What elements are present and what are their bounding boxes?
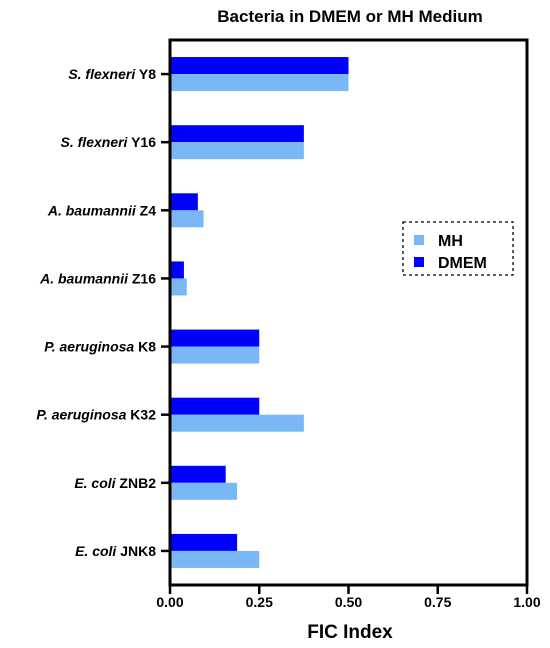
bar-dmem [170, 261, 184, 279]
bar-mh [170, 414, 304, 432]
category-strain: Y8 [135, 66, 156, 82]
bar-dmem [170, 193, 198, 211]
category-strain: K32 [126, 407, 156, 423]
bar-mh [170, 346, 260, 364]
legend-label-dmem: DMEM [438, 255, 487, 272]
chart-title: Bacteria in DMEM or MH Medium [217, 7, 482, 26]
category-species: S. flexneri [68, 66, 136, 82]
bar-mh [170, 74, 349, 92]
bar-mh [170, 210, 204, 228]
bar-mh [170, 278, 187, 296]
category-label: E. coli ZNB2 [74, 475, 156, 491]
category-strain: K8 [134, 339, 156, 355]
bar-dmem [170, 57, 349, 75]
category-species: P. aeruginosa [44, 339, 134, 355]
category-strain: Y16 [127, 134, 156, 150]
bar-dmem [170, 125, 304, 143]
category-label: A. baumannii Z16 [39, 270, 156, 286]
x-axis-label: FIC Index [307, 622, 393, 643]
category-label: P. aeruginosa K32 [36, 407, 156, 423]
category-label: E. coli JNK8 [75, 543, 156, 559]
category-species: E. coli [74, 475, 116, 491]
x-axis: 0.00 0.25 0.50 0.75 1.00 [156, 585, 541, 610]
category-label: P. aeruginosa K8 [44, 339, 156, 355]
category-strain: ZNB2 [116, 475, 157, 491]
legend-label-mh: MH [438, 233, 463, 250]
bar-mh [170, 142, 304, 160]
category-species: E. coli [75, 543, 117, 559]
bar-dmem [170, 329, 260, 347]
category-strain: JNK8 [116, 543, 156, 559]
category-strain: Z16 [128, 270, 156, 286]
bar-mh [170, 482, 238, 500]
plot-area [170, 57, 349, 568]
category-label: A. baumannii Z4 [47, 202, 156, 218]
category-species: P. aeruginosa [36, 407, 126, 423]
legend-swatch-dmem [414, 257, 424, 267]
plot-frame [168, 38, 529, 587]
category-strain: Z4 [136, 202, 156, 218]
x-tick-label: 0.50 [335, 594, 362, 610]
x-tick-label: 0.75 [424, 594, 451, 610]
category-species: A. baumannii [39, 270, 129, 286]
x-tick-label: 0.25 [246, 594, 273, 610]
category-label: S. flexneri Y16 [61, 134, 157, 150]
x-tick-label: 1.00 [513, 594, 540, 610]
bar-dmem [170, 465, 226, 483]
legend-swatch-mh [414, 235, 424, 245]
bar-mh [170, 550, 260, 568]
x-tick-label: 0.00 [156, 594, 183, 610]
bar-dmem [170, 533, 238, 551]
category-species: A. baumannii [47, 202, 137, 218]
category-label: S. flexneri Y8 [68, 66, 156, 82]
category-species: S. flexneri [61, 134, 129, 150]
bar-dmem [170, 397, 260, 415]
legend: MH DMEM [402, 221, 514, 276]
